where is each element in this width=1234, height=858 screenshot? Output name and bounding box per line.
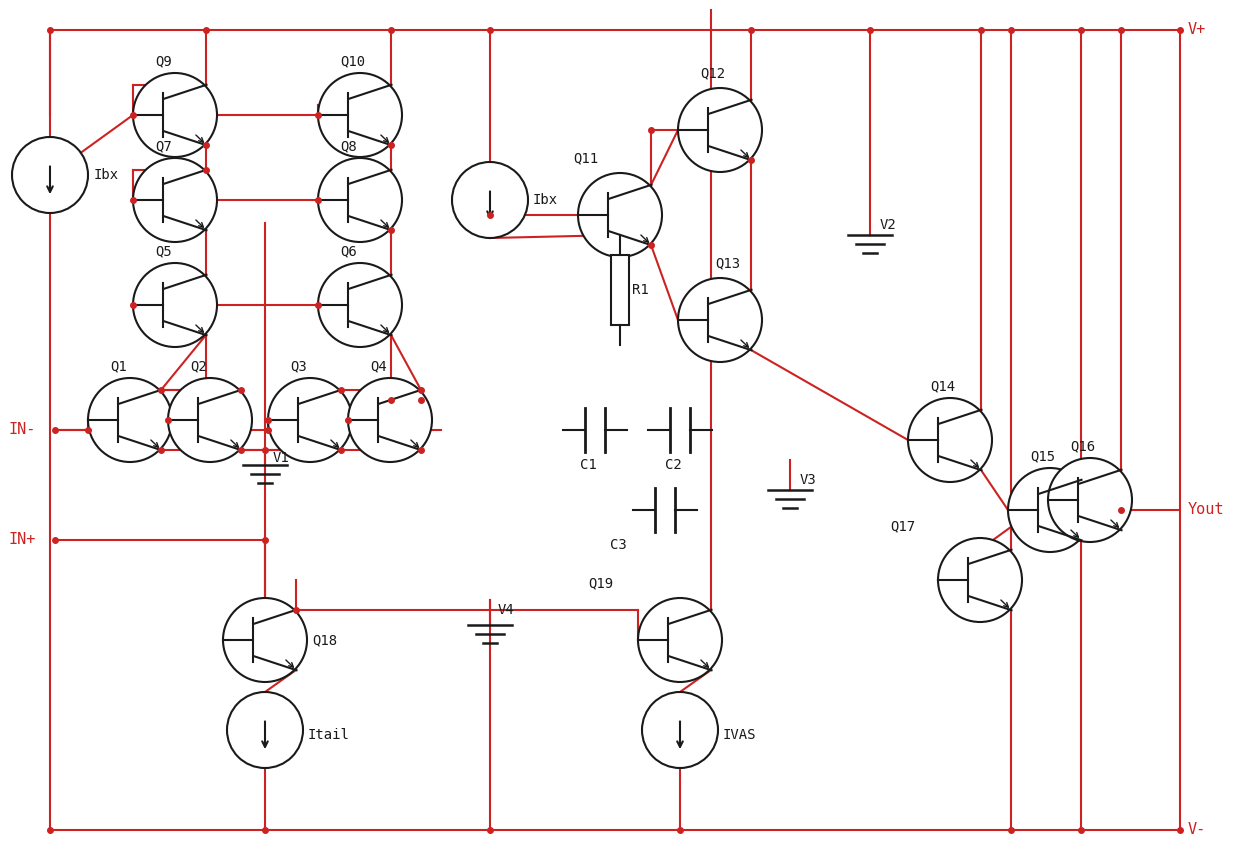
Circle shape — [133, 263, 217, 347]
Text: V4: V4 — [499, 603, 515, 617]
Text: Q1: Q1 — [110, 359, 127, 373]
Text: Q8: Q8 — [341, 139, 357, 153]
Circle shape — [227, 692, 304, 768]
Text: C2: C2 — [665, 458, 681, 472]
Circle shape — [1008, 468, 1092, 552]
Text: Q13: Q13 — [714, 256, 740, 270]
Circle shape — [318, 158, 402, 242]
Text: Q15: Q15 — [1030, 449, 1055, 463]
Text: Q5: Q5 — [155, 244, 172, 258]
Circle shape — [223, 598, 307, 682]
Bar — [611, 255, 629, 325]
Text: Itail: Itail — [308, 728, 350, 742]
Circle shape — [318, 73, 402, 157]
Text: Q6: Q6 — [341, 244, 357, 258]
Text: Q11: Q11 — [573, 151, 598, 165]
Text: V+: V+ — [1188, 22, 1207, 38]
Text: IN+: IN+ — [7, 533, 36, 547]
Text: Q9: Q9 — [155, 54, 172, 68]
Circle shape — [168, 378, 252, 462]
Text: V1: V1 — [273, 451, 290, 465]
Circle shape — [268, 378, 352, 462]
Circle shape — [133, 158, 217, 242]
Text: R1: R1 — [632, 283, 649, 297]
Text: V2: V2 — [880, 218, 897, 232]
Text: Q2: Q2 — [190, 359, 207, 373]
Circle shape — [12, 137, 88, 213]
Text: Q17: Q17 — [890, 519, 916, 533]
Circle shape — [1048, 458, 1132, 542]
Text: Yout: Yout — [1188, 503, 1224, 517]
Text: V-: V- — [1188, 823, 1207, 837]
Text: Q19: Q19 — [587, 576, 613, 590]
Text: Q14: Q14 — [930, 379, 955, 393]
Circle shape — [908, 398, 992, 482]
Text: Q3: Q3 — [290, 359, 307, 373]
Circle shape — [452, 162, 528, 238]
Circle shape — [642, 692, 718, 768]
Text: Q7: Q7 — [155, 139, 172, 153]
Text: IVAS: IVAS — [723, 728, 756, 742]
Circle shape — [677, 88, 763, 172]
Text: C1: C1 — [580, 458, 597, 472]
Circle shape — [938, 538, 1022, 622]
Circle shape — [578, 173, 661, 257]
Text: Q18: Q18 — [312, 633, 337, 647]
Circle shape — [88, 378, 172, 462]
Text: Q10: Q10 — [341, 54, 365, 68]
Text: Q12: Q12 — [700, 66, 726, 80]
Text: C3: C3 — [610, 538, 627, 552]
Circle shape — [638, 598, 722, 682]
Circle shape — [677, 278, 763, 362]
Text: Q16: Q16 — [1070, 439, 1095, 453]
Text: Q4: Q4 — [370, 359, 386, 373]
Circle shape — [348, 378, 432, 462]
Circle shape — [133, 73, 217, 157]
Text: V3: V3 — [800, 473, 817, 487]
Circle shape — [318, 263, 402, 347]
Text: IN-: IN- — [7, 422, 36, 438]
Text: Ibx: Ibx — [94, 168, 120, 182]
Text: Ibx: Ibx — [533, 193, 558, 207]
